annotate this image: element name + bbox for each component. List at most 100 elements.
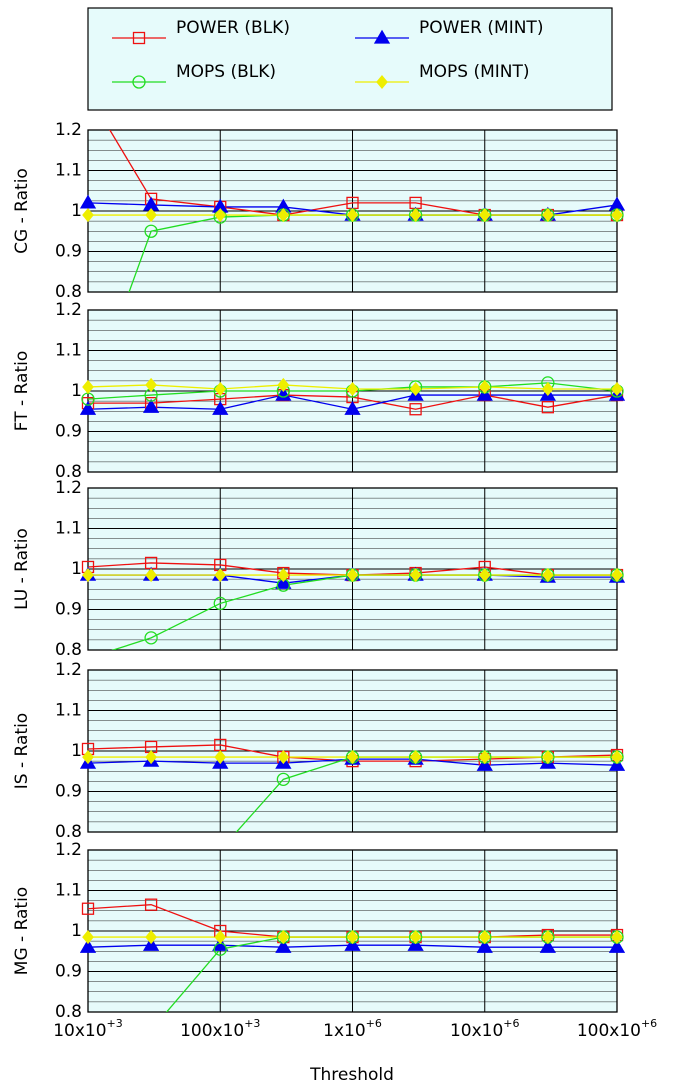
marker bbox=[275, 938, 292, 953]
x-tick-label: 10x10+6 bbox=[450, 1017, 520, 1041]
marker bbox=[145, 1024, 157, 1036]
marker bbox=[542, 568, 554, 583]
marker bbox=[478, 208, 491, 223]
y-tick-label: 0.8 bbox=[55, 640, 82, 660]
marker bbox=[346, 208, 359, 223]
marker bbox=[81, 902, 95, 915]
legend-marker bbox=[132, 31, 146, 45]
marker bbox=[80, 938, 97, 953]
y-tick-label: 1.2 bbox=[55, 300, 82, 320]
marker bbox=[611, 381, 623, 396]
y-tick-label: 1.1 bbox=[55, 161, 82, 181]
x-tick-label: 1x10+6 bbox=[323, 1017, 382, 1041]
marker bbox=[212, 400, 229, 415]
marker bbox=[611, 208, 623, 223]
marker bbox=[213, 596, 227, 611]
marker bbox=[145, 208, 157, 223]
marker bbox=[478, 750, 491, 765]
marker bbox=[142, 936, 160, 951]
marker bbox=[478, 568, 491, 583]
y-tick-label: 1 bbox=[71, 201, 82, 221]
marker bbox=[542, 750, 554, 765]
marker bbox=[608, 756, 625, 771]
marker bbox=[82, 568, 94, 583]
y-tick-label: 0.9 bbox=[55, 962, 82, 982]
marker bbox=[409, 208, 422, 223]
y-tick-label: 0.8 bbox=[55, 282, 82, 302]
marker bbox=[409, 403, 422, 416]
y-tick-label: 0.8 bbox=[55, 462, 82, 482]
marker bbox=[80, 194, 97, 209]
marker bbox=[542, 381, 554, 396]
y-tick-label: 1.1 bbox=[55, 519, 82, 539]
marker bbox=[144, 631, 158, 645]
marker bbox=[277, 568, 290, 583]
marker bbox=[145, 568, 157, 583]
y-tick-label: 1 bbox=[71, 921, 82, 941]
marker bbox=[611, 930, 623, 945]
marker bbox=[409, 568, 422, 583]
marker bbox=[346, 568, 359, 583]
marker bbox=[476, 386, 493, 401]
marker bbox=[214, 750, 227, 765]
marker bbox=[82, 930, 94, 945]
legend-label: MOPS (BLK) bbox=[176, 62, 276, 82]
marker bbox=[82, 208, 94, 223]
marker bbox=[407, 936, 424, 951]
y-tick-label: 1.2 bbox=[55, 840, 82, 860]
marker bbox=[82, 652, 94, 664]
legend-label: MOPS (MINT) bbox=[419, 62, 530, 82]
marker bbox=[214, 930, 227, 945]
marker bbox=[611, 750, 623, 765]
marker bbox=[275, 574, 292, 589]
marker bbox=[82, 750, 94, 765]
legend-box bbox=[87, 7, 613, 111]
y-axis-label: FT - Ratio bbox=[12, 351, 32, 431]
plot-series bbox=[80, 130, 625, 292]
y-tick-label: 0.9 bbox=[55, 422, 82, 442]
y-tick-label: 0.8 bbox=[55, 1002, 82, 1022]
marker bbox=[277, 377, 290, 392]
marker bbox=[214, 208, 227, 223]
marker bbox=[542, 208, 554, 223]
y-axis-label: LU - Ratio bbox=[12, 528, 32, 610]
y-axis-label: IS - Ratio bbox=[12, 713, 32, 789]
y-tick-label: 0.9 bbox=[55, 600, 82, 620]
marker bbox=[144, 224, 158, 238]
marker bbox=[346, 930, 359, 945]
marker bbox=[542, 930, 554, 945]
marker bbox=[80, 400, 97, 415]
legend-marker bbox=[132, 75, 146, 89]
marker bbox=[277, 208, 290, 223]
legend-label: POWER (MINT) bbox=[419, 18, 543, 38]
marker bbox=[344, 400, 361, 415]
y-tick-label: 1.2 bbox=[55, 478, 82, 498]
y-tick-label: 1.2 bbox=[55, 660, 82, 680]
plot-series bbox=[80, 556, 625, 664]
marker bbox=[476, 938, 493, 953]
y-tick-label: 1.1 bbox=[55, 701, 82, 721]
marker bbox=[409, 381, 422, 396]
marker bbox=[346, 750, 359, 765]
y-tick-label: 0.9 bbox=[55, 782, 82, 802]
marker bbox=[144, 898, 158, 911]
marker bbox=[82, 379, 94, 394]
marker bbox=[541, 401, 554, 414]
y-axis-label: CG - Ratio bbox=[12, 168, 32, 254]
marker bbox=[145, 377, 157, 392]
plot-series bbox=[80, 738, 625, 832]
y-tick-label: 1.2 bbox=[55, 120, 82, 140]
marker bbox=[344, 936, 361, 951]
marker bbox=[214, 381, 227, 396]
y-tick-label: 1.1 bbox=[55, 881, 82, 901]
marker bbox=[611, 568, 623, 583]
y-tick-label: 1 bbox=[71, 381, 82, 401]
marker bbox=[145, 930, 157, 945]
legend-marker bbox=[376, 74, 388, 90]
marker bbox=[409, 750, 422, 765]
marker bbox=[145, 750, 157, 765]
x-axis-label: Threshold bbox=[309, 1065, 394, 1085]
marker bbox=[275, 386, 292, 401]
x-tick-label: 100x10+3 bbox=[180, 1017, 260, 1041]
